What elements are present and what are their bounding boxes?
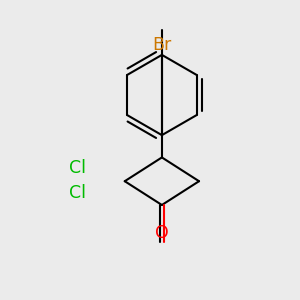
Text: O: O (155, 224, 169, 242)
Text: Cl: Cl (69, 184, 86, 202)
Text: Br: Br (152, 36, 172, 54)
Text: Cl: Cl (69, 159, 86, 177)
